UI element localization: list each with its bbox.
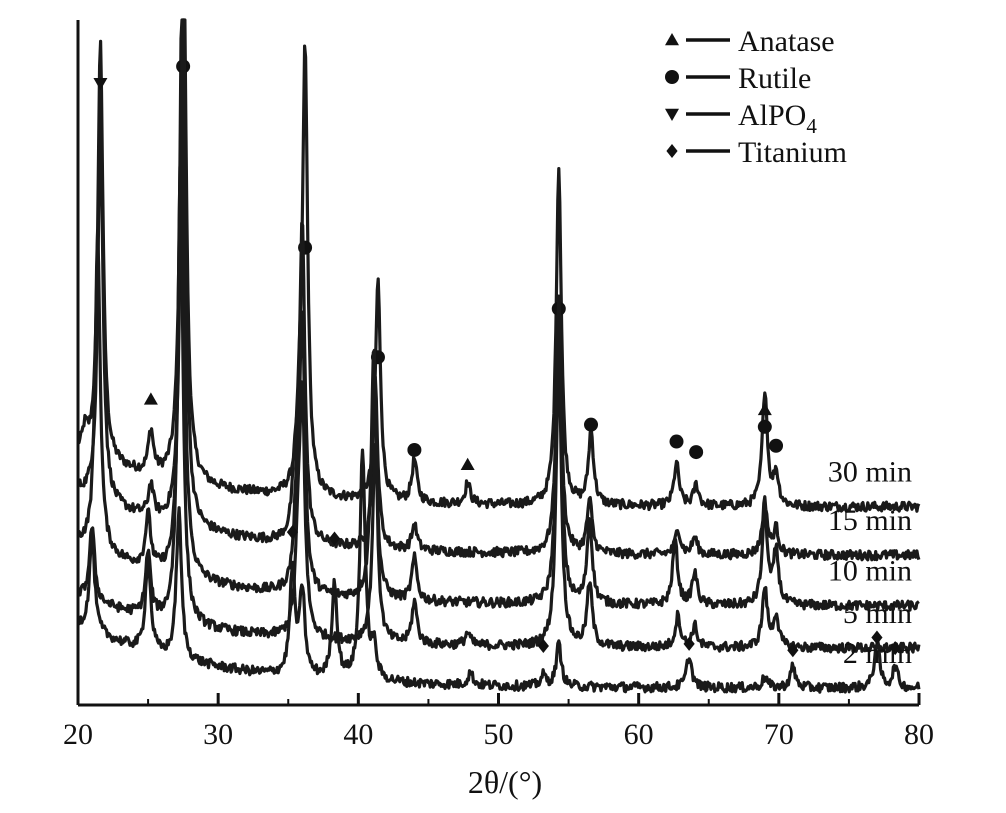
circle-marker: [669, 434, 684, 449]
series-label: 5 min: [843, 597, 912, 630]
triangle-up-marker: [143, 392, 158, 405]
series-label: 30 min: [828, 456, 912, 489]
x-tick-label: 60: [624, 718, 654, 751]
diamond-marker: [537, 638, 549, 653]
triangle-up-legend-icon: [665, 33, 679, 46]
series-trace: [76, 18, 921, 513]
x-ticks: 20 30 40 50 60 70 80: [63, 693, 934, 751]
series-trace: [76, 165, 921, 654]
diamond-marker: [328, 531, 341, 546]
series-label: 2 min: [843, 637, 912, 670]
diamond-marker: [787, 643, 799, 658]
legend-label: Anatase: [738, 25, 835, 58]
series-label: 10 min: [828, 555, 912, 588]
x-tick-label: 20: [63, 718, 93, 751]
circle-marker: [584, 417, 599, 432]
circle-marker: [769, 438, 784, 453]
triangle-up-marker: [757, 402, 772, 416]
x-tick-label: 80: [904, 718, 934, 751]
series-label: 15 min: [828, 504, 912, 537]
plot-area: [76, 18, 921, 694]
circle-legend-icon: [665, 70, 679, 84]
legend-label: Rutile: [738, 62, 811, 95]
series-trace: [76, 18, 921, 562]
series-trace: [76, 73, 920, 612]
circle-marker: [407, 442, 422, 457]
circle-marker: [757, 419, 772, 434]
diamond-marker: [286, 525, 299, 540]
circle-marker: [689, 445, 704, 460]
x-axis-title: 2θ/(°): [468, 764, 542, 800]
legend-label: Titanium: [738, 136, 847, 169]
series-labels: 30 min 15 min 10 min 5 min 2 min: [828, 456, 912, 670]
diamond-marker: [889, 641, 901, 656]
diamond-marker: [683, 636, 695, 651]
x-tick-label: 50: [484, 718, 514, 751]
diamond-legend-icon: [666, 144, 678, 158]
series-trace: [76, 448, 921, 694]
x-tick-label: 40: [343, 718, 373, 751]
triangle-down-marker: [93, 77, 108, 91]
triangle-up-marker: [460, 457, 475, 470]
x-tick-label: 30: [203, 718, 233, 751]
diamond-marker: [871, 630, 883, 645]
x-tick-label: 70: [764, 718, 794, 751]
triangle-down-legend-icon: [665, 108, 679, 121]
legend-label: AlPO4: [738, 99, 817, 138]
